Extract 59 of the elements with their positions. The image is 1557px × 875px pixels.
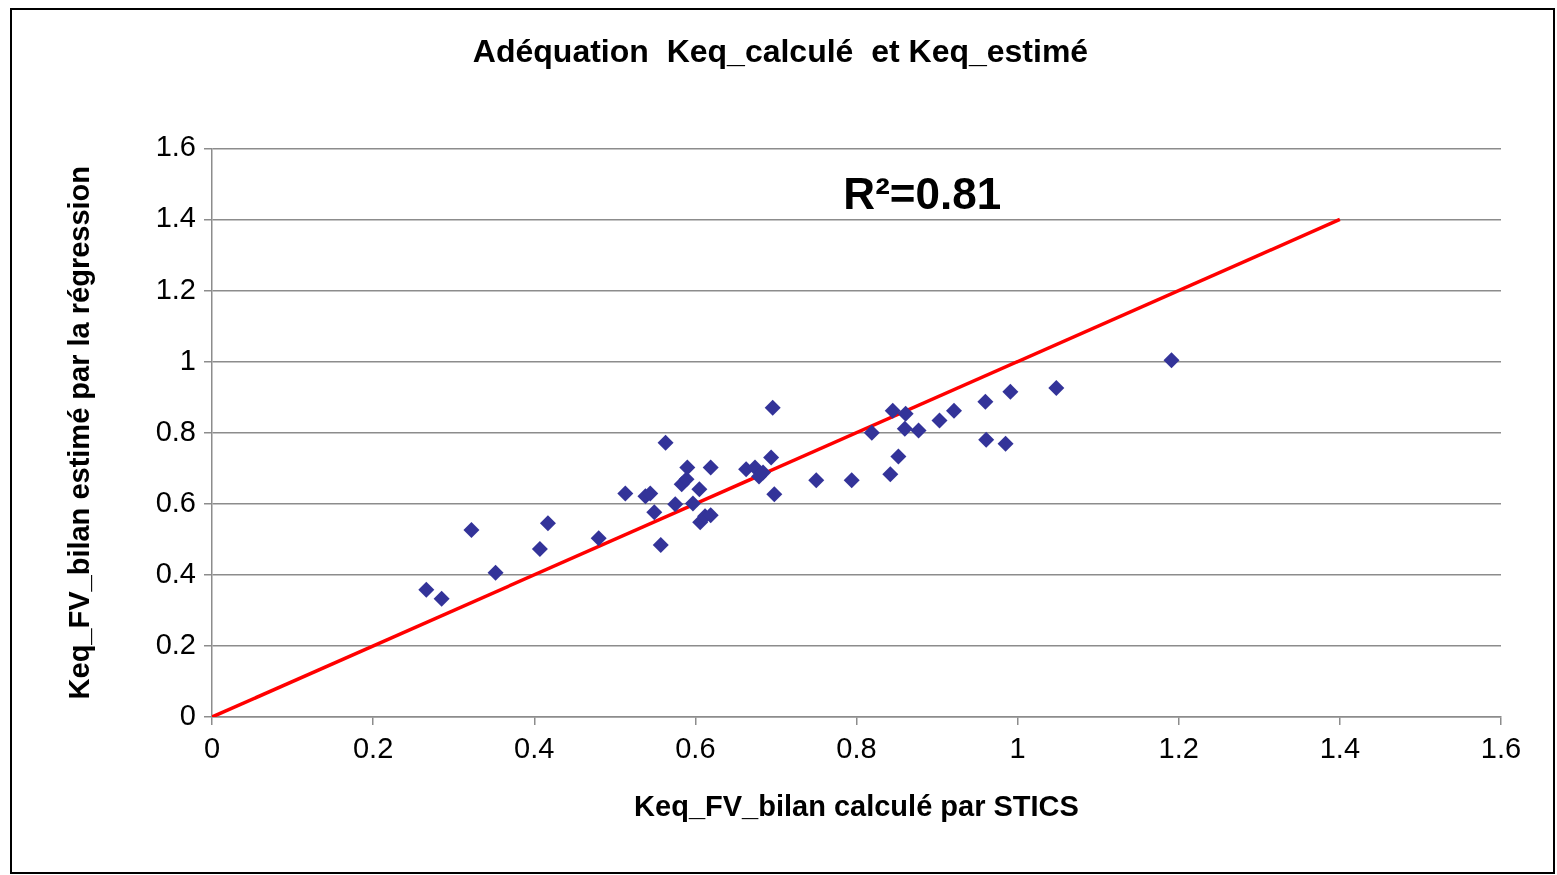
y-tick-label: 0.4 [155,556,196,589]
point [997,435,1014,452]
y-tick-label: 0.8 [155,414,196,447]
y-tick-label: 0.2 [155,627,196,660]
point [763,449,780,466]
point [931,412,948,429]
point [764,399,781,416]
point [890,448,907,465]
point [977,393,994,410]
x-tick-label: 1.6 [1480,732,1522,765]
x-tick-label: 0.2 [352,732,394,765]
point [657,434,674,451]
x-tick-label: 1.4 [1319,732,1361,765]
point [487,564,504,581]
point [766,486,783,503]
point [1048,379,1065,396]
point [433,590,450,607]
point [863,424,880,441]
point [691,481,708,498]
point [679,459,696,476]
y-axis-title: Keq_FV_bilan estimé par la régression [63,165,96,700]
point [667,496,684,513]
point [808,472,825,489]
point [978,431,995,448]
point [702,459,719,476]
point [646,504,663,521]
x-tick-label: 0.4 [514,732,555,765]
point [884,402,901,419]
point [843,472,860,489]
x-tick-label: 1.2 [1158,732,1199,765]
point [882,466,899,483]
point [617,485,634,502]
y-tick-label: 0 [179,699,196,731]
point [463,522,480,539]
y-tick-label: 1.4 [155,201,196,234]
point [1163,352,1180,369]
y-tick-label: 0.6 [155,485,196,518]
y-tick-label: 1 [179,343,196,376]
point [897,405,914,422]
x-axis-title: Keq_FV_bilan calculé par STICS [634,789,1079,822]
x-tick-label: 0 [203,732,221,765]
chart-title: Adéquation Keq_calculé et Keq_estimé [472,33,1089,70]
point [539,515,556,532]
point [945,402,962,419]
point [418,581,435,598]
point [684,495,701,512]
x-tick-label: 1 [1009,732,1026,765]
y-tick-label: 1.6 [155,130,196,163]
point [1002,383,1019,400]
x-tick-label: 0.6 [675,732,716,765]
point [531,540,548,557]
x-tick-label: 0.8 [836,732,877,765]
point [910,422,927,439]
point [678,471,695,488]
point [896,420,913,437]
annotation: R²=0.81 [843,168,1002,218]
point [652,537,669,553]
point [590,530,607,547]
y-tick-label: 1.2 [155,272,196,305]
